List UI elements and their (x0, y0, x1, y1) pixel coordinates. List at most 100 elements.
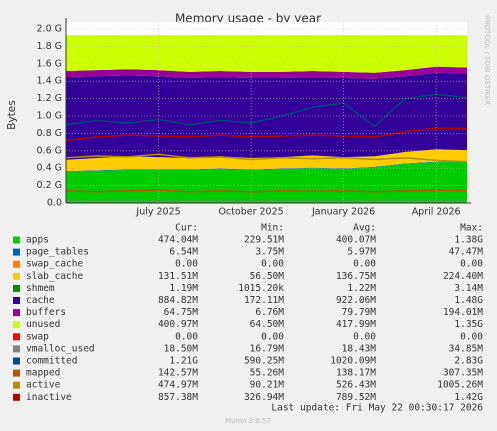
legend-swatch (13, 321, 20, 329)
legend-stat: 474.04M (158, 235, 198, 246)
legend-swatch (13, 297, 20, 304)
legend-swatch (13, 393, 20, 401)
legend-stat: 400.07M (336, 235, 376, 246)
legend-label: page_tables (26, 247, 89, 258)
x-tick-label: January 2026 (311, 207, 375, 218)
legend-stat: 229.51M (244, 235, 284, 246)
legend-stat: 3.14M (454, 283, 483, 294)
legend-stat: 64.50M (250, 319, 285, 330)
legend-swatch (13, 357, 20, 365)
legend-stat: 6.54M (169, 247, 198, 258)
area (66, 162, 467, 203)
area (66, 149, 467, 160)
legend-stat: 136.75M (336, 271, 376, 282)
legend-stat: 1.19M (169, 283, 198, 294)
legend-stat: 400.97M (158, 319, 198, 330)
area (66, 35, 467, 73)
legend-stat: 47.47M (449, 247, 484, 258)
legend-swatch (13, 272, 20, 280)
legend-stat: 0.00 (353, 259, 376, 270)
x-tick-label: October 2025 (218, 207, 283, 218)
legend-swatch (13, 369, 20, 377)
legend-stat: 789.52M (336, 392, 376, 403)
x-tick-label: July 2025 (135, 207, 180, 218)
y-tick-label: 1.6 G (37, 58, 63, 69)
line (65, 127, 468, 142)
y-axis-label: Bytes (6, 100, 18, 129)
legend-stat: 307.35M (443, 368, 483, 379)
legend-stat: 474.97M (158, 380, 198, 391)
legend-stat: 2.83G (454, 356, 483, 367)
legend-stat: 6.76M (255, 307, 284, 318)
legend-stat: 0.00 (460, 259, 483, 270)
legend-stat: 0.00 (261, 331, 284, 342)
legend-stat: 884.82M (158, 295, 198, 306)
legend-stat: 1005.26M (437, 380, 483, 391)
legend-swatch (13, 381, 20, 389)
legend-label: apps (26, 235, 49, 246)
x-tick-label: April 2026 (412, 207, 461, 218)
legend-label: mapped (26, 368, 60, 379)
y-tick-label: 1.2 G (37, 93, 63, 104)
legend-stat: 1.42G (454, 392, 483, 403)
legend-stat: 1020.09M (330, 356, 376, 367)
y-tick-label: 0.4 G (37, 163, 63, 174)
legend-stat: 0.00 (261, 259, 284, 270)
legend-label: swap (26, 331, 49, 342)
legend-stat: 1.21G (169, 356, 198, 367)
legend-stat: 0.00 (460, 331, 483, 342)
legend-swatch (13, 284, 20, 292)
legend-stat: 18.43M (342, 343, 377, 354)
legend-header: Avg: (353, 223, 376, 234)
y-tick-label: 0.0 (47, 198, 62, 209)
legend-stat: 3.75M (255, 247, 284, 258)
legend-header: Cur: (175, 223, 198, 234)
side-label: RRDTOOL / TOBI OETIKER (483, 15, 491, 105)
legend-stat: 16.79M (250, 343, 285, 354)
legend-swatch (13, 345, 20, 353)
y-tick-label: 2.0 G (37, 24, 63, 35)
legend-label: inactive (26, 392, 72, 403)
legend-stat: 1.48G (454, 295, 483, 306)
legend-stat: 34.85M (449, 343, 484, 354)
legend-stat: 0.00 (353, 331, 376, 342)
legend-stat: 1.22M (347, 283, 376, 294)
legend-label: swap_cache (26, 259, 83, 270)
legend-stat: 326.94M (244, 392, 284, 403)
legend-stat: 194.01M (443, 307, 483, 318)
legend-stat: 922.06M (336, 295, 376, 306)
legend-header: Max: (460, 223, 483, 234)
y-tick-label: 1.4 G (37, 76, 63, 87)
legend-stat: 131.51M (158, 271, 198, 282)
legend-label: slab_cache (26, 271, 83, 282)
legend-label: unused (26, 319, 60, 330)
area (66, 72, 467, 160)
legend-stat: 142.57M (158, 368, 198, 379)
footer: Last update: Fri May 22 00:30:17 2026 (271, 403, 483, 414)
series-layer (65, 35, 468, 203)
legend-swatch (13, 248, 20, 256)
legend-label: vmalloc_used (26, 343, 95, 354)
legend-stat: 224.40M (443, 271, 483, 282)
legend-stat: 138.17M (336, 368, 376, 379)
legend-stat: 1.35G (454, 319, 483, 330)
legend-stat: 0.00 (175, 331, 198, 342)
legend-header: Min: (261, 223, 284, 234)
legend-stat: 79.79M (342, 307, 377, 318)
legend-stat: 18.50M (164, 343, 199, 354)
area (66, 66, 467, 79)
legend-label: committed (26, 356, 77, 367)
legend-label: cache (26, 295, 55, 306)
legend-swatch (13, 333, 20, 341)
legend-label: shmem (26, 283, 55, 294)
line (65, 93, 468, 128)
legend-stat: 5.97M (347, 247, 376, 258)
area (66, 161, 467, 172)
y-tick-label: 0.8 G (37, 128, 63, 139)
legend-stat: 90.21M (250, 380, 285, 391)
legend-stat: 590.25M (244, 356, 284, 367)
y-tick-label: 1.8 G (37, 41, 63, 52)
y-tick-label: 0.2 G (37, 180, 63, 191)
